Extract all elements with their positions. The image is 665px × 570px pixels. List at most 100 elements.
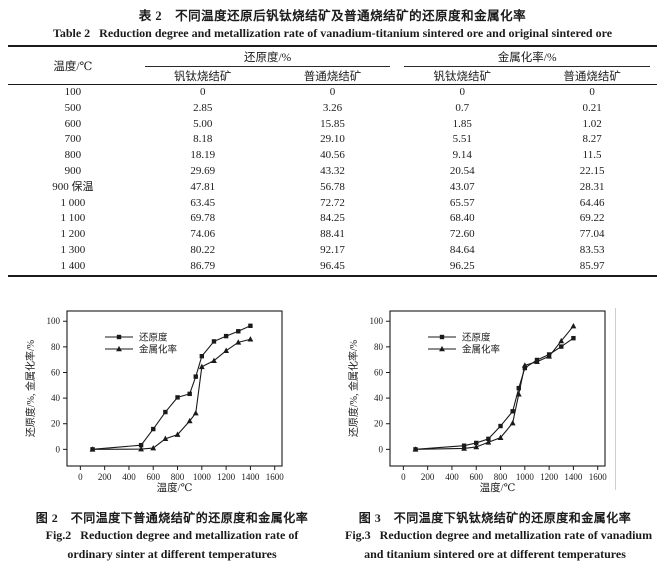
table-cell: 0.7 xyxy=(455,101,470,114)
table-cell: 1.02 xyxy=(582,117,602,130)
y-tick-label: 20 xyxy=(374,419,384,429)
triangle-marker xyxy=(412,446,419,452)
table-cell: 0.21 xyxy=(582,101,602,114)
table-cell: 8.27 xyxy=(582,133,602,146)
x-axis-label: 温度/℃ xyxy=(157,481,193,494)
table-row: 600 5.00 15.85 1.85 1.02 xyxy=(8,117,657,133)
scan-artifact-line xyxy=(615,308,616,490)
triangle-marker xyxy=(235,339,242,345)
triangle-marker xyxy=(558,337,565,344)
table-body: 100 0 0 0 0 500 2.85 3.26 0.7 0.21 600 5.00 15.85 1.8… xyxy=(8,85,657,276)
square-marker xyxy=(510,409,515,414)
x-tick-label: 1000 xyxy=(516,472,535,482)
triangle-marker xyxy=(192,409,199,416)
triangle-marker xyxy=(521,362,528,368)
table-cell: 29.10 xyxy=(320,133,345,146)
triangle-marker xyxy=(247,336,254,342)
table-cell: 2.85 xyxy=(193,101,213,114)
table-cell: 600 xyxy=(64,117,82,130)
triangle-marker xyxy=(174,431,181,437)
y-tick-label: 80 xyxy=(51,342,61,352)
triangle-marker xyxy=(223,347,230,353)
y-tick-label: 100 xyxy=(370,316,384,326)
table-cell: 8.18 xyxy=(193,133,213,146)
plot-frame xyxy=(66,310,283,467)
square-marker xyxy=(175,395,180,400)
x-tick-label: 0 xyxy=(401,472,406,482)
square-marker xyxy=(248,323,253,328)
data-table: 温度/℃ 还原度/% 金属化率/% 钒钛烧结矿 普通烧结矿 钒钛烧结矿 普通烧结… xyxy=(8,45,657,277)
table-row: 1 300 80.22 92.17 84.64 83.53 xyxy=(8,243,657,259)
triangle-marker xyxy=(485,439,492,445)
y-tick-label: 0 xyxy=(379,444,384,454)
y-tick-label: 80 xyxy=(374,342,384,352)
triangle-marker xyxy=(509,419,516,426)
table-cell: 0 xyxy=(329,86,336,98)
col-group-reduction-degree: 还原度/% xyxy=(138,46,398,67)
fig2-caption: 图 2 不同温度下普通烧结矿的还原度和金属化率 Fig.2 Reduction … xyxy=(22,509,322,564)
square-marker xyxy=(486,436,491,442)
triangle-marker xyxy=(439,345,445,352)
table-cell: 96.45 xyxy=(320,259,345,272)
col-header-ordinary-sinter-metallization: 普通烧结矿 xyxy=(563,70,621,83)
col-header-vti-sinter-reduction: 钒钛烧结矿 xyxy=(173,70,232,83)
table-cell: 900 xyxy=(64,164,82,177)
series-line xyxy=(92,325,251,450)
fig2-caption-en-line1: Fig.2 Reduction degree and metallization… xyxy=(45,528,299,542)
triangle-marker xyxy=(89,446,96,452)
table-cell: 1.85 xyxy=(452,117,472,130)
square-marker xyxy=(516,385,521,391)
x-tick-label: 800 xyxy=(494,472,508,482)
legend-label: 金属化率 xyxy=(462,344,501,356)
table-cell: 43.32 xyxy=(320,164,345,177)
table-cell: 69.22 xyxy=(579,212,605,225)
triangle-marker xyxy=(116,345,122,352)
x-tick-label: 1000 xyxy=(193,472,212,482)
y-tick-label: 60 xyxy=(374,367,384,377)
table-cell: 77.04 xyxy=(579,228,605,241)
table-row: 500 2.85 3.26 0.7 0.21 xyxy=(8,101,657,117)
square-marker xyxy=(193,374,198,379)
table-cell: 1 200 xyxy=(60,228,86,241)
table-cell: 5.51 xyxy=(452,133,472,146)
table-cell: 900 保温 xyxy=(52,180,94,193)
table-row: 1 200 74.06 88.41 72.60 77.04 xyxy=(8,227,657,243)
y-tick-label: 60 xyxy=(51,367,61,377)
table-cell: 86.79 xyxy=(190,259,216,272)
table-cell: 64.46 xyxy=(579,196,605,209)
table-cell: 92.17 xyxy=(320,243,345,256)
square-marker xyxy=(199,353,205,359)
table-header-row-subcolumns: 钒钛烧结矿 普通烧结矿 钒钛烧结矿 普通烧结矿 xyxy=(8,67,657,85)
triangle-marker xyxy=(534,358,540,365)
x-tick-label: 600 xyxy=(146,472,160,482)
triangle-marker xyxy=(162,435,169,442)
table-cell: 29.69 xyxy=(190,164,216,177)
x-tick-label: 400 xyxy=(122,472,136,482)
square-marker xyxy=(116,334,122,340)
table-cell: 1 000 xyxy=(60,196,86,209)
fig3-caption: 图 3 不同温度下钒钛烧结矿的还原度和金属化率 Fig.3 Reduction … xyxy=(345,509,652,564)
col-header-ordinary-sinter-reduction: 普通烧结矿 xyxy=(303,70,362,83)
x-tick-label: 400 xyxy=(445,472,459,482)
square-marker xyxy=(522,365,528,371)
triangle-marker xyxy=(211,357,217,363)
triangle-marker xyxy=(515,391,522,397)
square-marker xyxy=(474,440,479,446)
table-cell: 0 xyxy=(459,86,466,98)
x-tick-label: 0 xyxy=(78,472,83,482)
table-cell: 800 xyxy=(64,149,82,162)
table-title-en: Table 2 Reduction degree and metallizati… xyxy=(52,26,613,40)
table-cell: 84.64 xyxy=(449,243,475,256)
table-cell: 0 xyxy=(199,86,206,98)
table-cell: 43.07 xyxy=(449,180,475,193)
y-axis-label: 还原度/%, 金属化率/% xyxy=(24,340,37,437)
fig2-caption-en-line2: ordinary sinter at different temperature… xyxy=(67,547,277,562)
series-line xyxy=(415,325,574,450)
table-cell: 700 xyxy=(64,133,82,146)
table-cell: 18.19 xyxy=(190,149,216,162)
square-marker xyxy=(559,344,564,349)
table-cell: 68.40 xyxy=(449,212,475,225)
fig3-caption-en-line2: and titanium sintered ore at different t… xyxy=(364,547,626,562)
square-marker xyxy=(151,426,156,432)
y-tick-label: 0 xyxy=(56,444,61,454)
